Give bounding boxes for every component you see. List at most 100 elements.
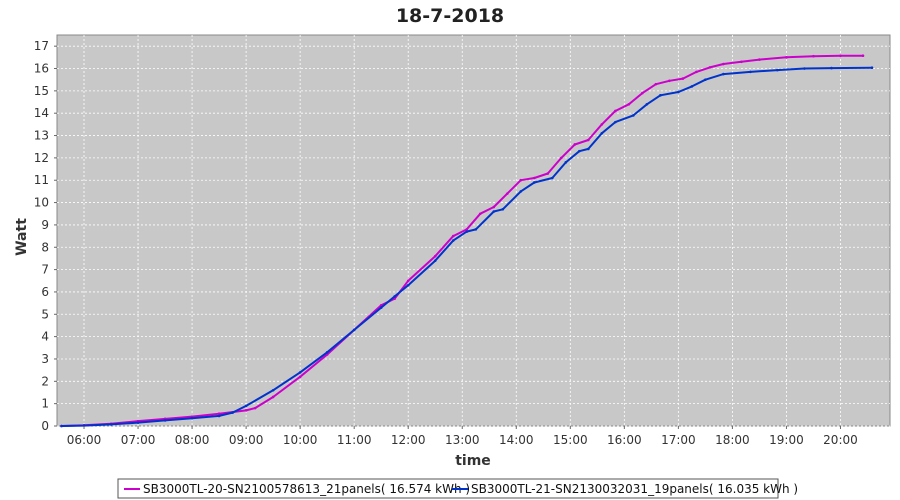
- data-point: [190, 416, 194, 420]
- data-point: [722, 62, 725, 66]
- y-tick-label: 16: [34, 62, 49, 76]
- data-point: [681, 77, 685, 80]
- y-tick-label: 0: [41, 419, 49, 433]
- data-point: [271, 395, 275, 399]
- data-point: [109, 423, 113, 426]
- data-point: [532, 176, 536, 180]
- data-point: [600, 123, 604, 126]
- y-tick-label: 15: [34, 84, 49, 98]
- data-point: [587, 138, 590, 142]
- y-tick-label: 17: [34, 39, 49, 53]
- data-point: [217, 412, 221, 416]
- data-point: [465, 230, 469, 233]
- data-point: [465, 228, 469, 231]
- data-point: [614, 109, 617, 113]
- data-point: [812, 54, 815, 58]
- data-point: [704, 78, 707, 81]
- data-point: [379, 306, 383, 309]
- data-point: [298, 371, 302, 374]
- data-point: [478, 212, 482, 216]
- legend-entry: SB3000TL-21-SN2130032031_19panels( 16.03…: [471, 482, 798, 496]
- data-point: [645, 102, 649, 106]
- y-axis-label: Watt: [14, 218, 30, 256]
- data-point: [690, 85, 694, 88]
- y-tick-label: 1: [41, 397, 49, 411]
- data-point: [82, 424, 86, 427]
- data-point: [578, 149, 581, 153]
- data-point: [564, 161, 568, 164]
- data-point: [271, 388, 275, 392]
- data-point: [136, 421, 140, 424]
- x-tick-labels: 06:00 07:00 08:00 09:00 10:00 11:00 12:00 13:00…: [67, 433, 858, 447]
- data-point: [668, 79, 671, 83]
- data-point: [758, 58, 761, 61]
- data-point: [776, 68, 779, 72]
- data-point: [532, 181, 536, 184]
- data-point: [325, 350, 329, 354]
- data-point: [785, 56, 788, 59]
- data-point: [519, 178, 523, 182]
- data-point: [519, 190, 523, 193]
- axes: [54, 45, 841, 429]
- data-point: [406, 279, 410, 283]
- data-point: [505, 192, 509, 195]
- data-point: [600, 132, 604, 135]
- data-point: [654, 82, 658, 86]
- data-point: [253, 406, 257, 410]
- data-point: [60, 424, 63, 428]
- x-tick-label: 19:00: [769, 433, 804, 447]
- data-point: [695, 70, 698, 74]
- y-tick-label: 5: [41, 307, 49, 321]
- data-point: [749, 70, 752, 74]
- x-tick-label: 14:00: [499, 433, 534, 447]
- legend-entry: SB3000TL-20-SN2100578613_21panels( 16.57…: [143, 482, 470, 496]
- series-line-2: [61, 66, 873, 427]
- y-tick-label: 9: [41, 218, 49, 232]
- data-point: [492, 210, 496, 213]
- data-point: [573, 143, 577, 146]
- y-tick-label: 7: [41, 263, 49, 277]
- y-tick-label: 10: [34, 196, 49, 210]
- x-tick-label: 10:00: [283, 433, 318, 447]
- data-point: [163, 419, 167, 422]
- y-tick-label: 3: [41, 352, 49, 366]
- y-tick-label: 6: [41, 285, 49, 299]
- legend: SB3000TL-20-SN2100578613_21panels( 16.57…: [117, 478, 798, 499]
- data-point: [451, 234, 455, 238]
- data-point: [244, 404, 248, 408]
- y-tick-label: 2: [41, 374, 49, 388]
- gridlines: [57, 35, 890, 427]
- data-point: [451, 239, 455, 242]
- data-point: [839, 54, 842, 58]
- x-tick-label: 18:00: [715, 433, 750, 447]
- data-point: [677, 90, 680, 94]
- data-point: [803, 67, 806, 70]
- data-point: [406, 283, 410, 287]
- data-point: [244, 409, 248, 412]
- x-tick-label: 17:00: [661, 433, 696, 447]
- data-point: [298, 375, 302, 379]
- data-point: [474, 228, 478, 231]
- data-point: [217, 414, 221, 418]
- x-tick-label: 20:00: [823, 433, 858, 447]
- data-point: [352, 328, 356, 332]
- data-point: [231, 411, 234, 414]
- chart-title: 18-7-2018: [396, 5, 504, 27]
- x-tick-label: 07:00: [121, 433, 156, 447]
- y-tick-label: 4: [41, 330, 49, 344]
- data-point: [393, 295, 397, 298]
- x-tick-label: 13:00: [445, 433, 480, 447]
- data-point: [433, 259, 437, 262]
- x-tick-label: 16:00: [607, 433, 642, 447]
- y-tick-label: 8: [41, 240, 49, 254]
- series-line-1: [61, 54, 864, 427]
- data-point: [501, 207, 505, 211]
- data-point: [587, 147, 590, 151]
- data-point: [830, 66, 833, 70]
- data-point: [641, 91, 644, 95]
- x-tick-label: 12:00: [391, 433, 426, 447]
- y-tick-label: 12: [34, 151, 49, 165]
- y-tick-label: 11: [34, 173, 49, 187]
